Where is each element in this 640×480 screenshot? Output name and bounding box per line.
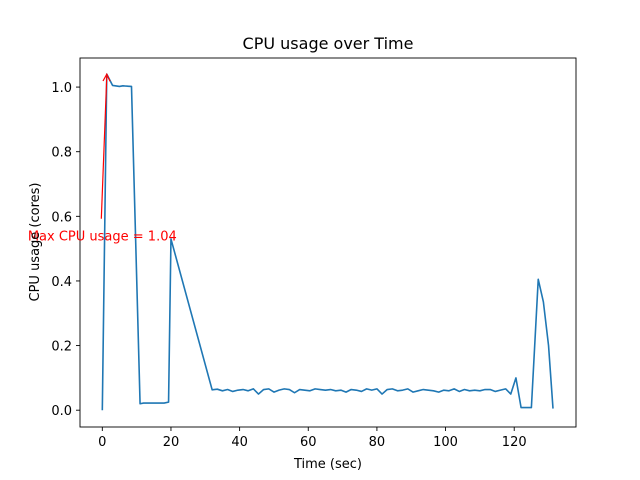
x-tick-label: 0 — [98, 435, 106, 450]
x-tick-label: 60 — [300, 435, 317, 450]
axes-frame — [79, 57, 577, 428]
x-tick-label: 120 — [502, 435, 527, 450]
x-tick-label: 80 — [369, 435, 386, 450]
chart-title: CPU usage over Time — [243, 34, 414, 53]
y-tick-label: 0.0 — [51, 404, 72, 419]
annotation-text: Max CPU usage = 1.04 — [28, 230, 177, 245]
y-tick-label: 0.8 — [51, 146, 72, 161]
x-axis-label: Time (sec) — [293, 457, 362, 472]
x-tick-label: 100 — [433, 435, 458, 450]
y-tick-label: 0.4 — [51, 275, 72, 290]
series-line-0 — [101, 73, 554, 411]
y-tick-label: 0.2 — [51, 340, 72, 355]
annotation-arrow-head — [102, 72, 111, 82]
plot-area: 0 20 40 60 80 100 120 0.0 0.2 0.4 0.6 0.8 1.0 Max CPU… — [28, 57, 577, 450]
y-axis-label: CPU usage (cores) — [28, 183, 43, 302]
y-tick-label: 0.6 — [51, 210, 72, 225]
x-tick-label: 20 — [163, 435, 180, 450]
y-tick-label: 1.0 — [51, 81, 72, 96]
x-tick-label: 40 — [231, 435, 248, 450]
annotation-arrow-line — [100, 76, 108, 219]
